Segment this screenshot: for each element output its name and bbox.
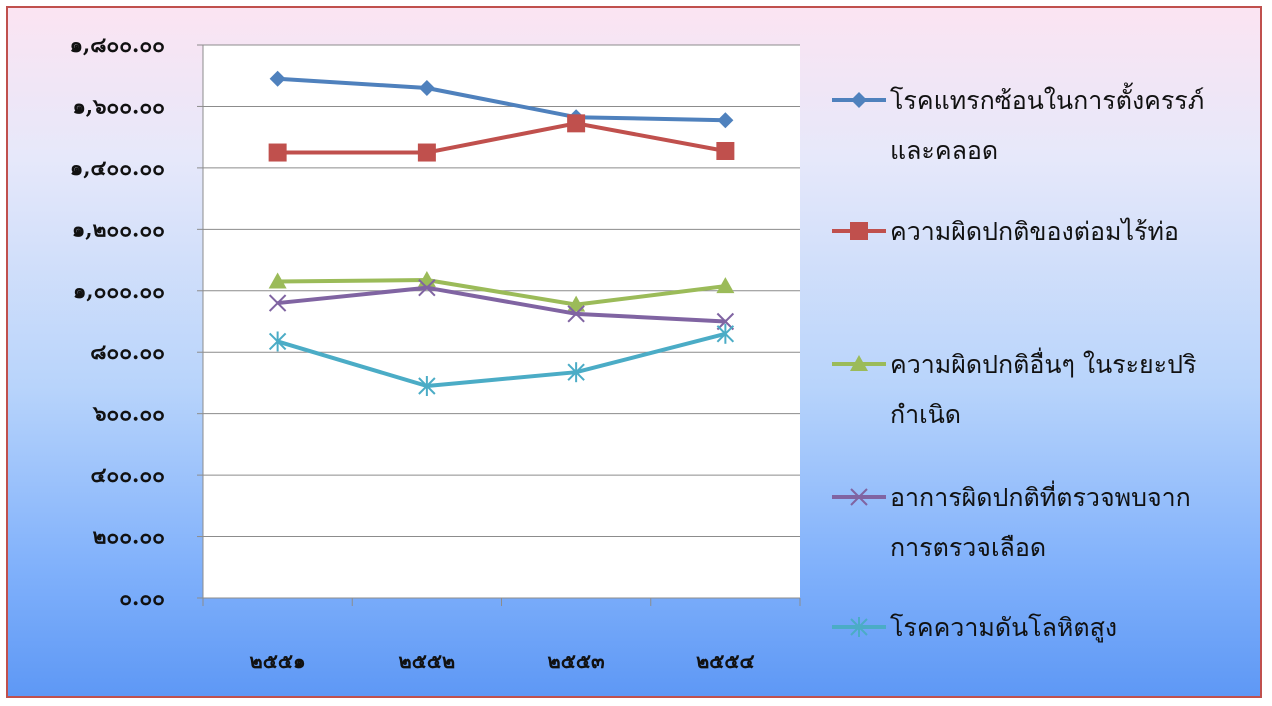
y-tick-label: ๐.๐๐ xyxy=(119,585,165,610)
legend-label: ความผิดปกติอื่นๆ ในระยะปริ xyxy=(890,347,1196,379)
y-tick-label: ๔๐๐.๐๐ xyxy=(91,462,165,487)
y-tick-label: ๑,๖๐๐.๐๐ xyxy=(72,93,165,118)
triangle-marker xyxy=(268,272,287,289)
series-line-3 xyxy=(277,278,726,307)
x-tick-label: ๒๕๕๓ xyxy=(548,649,605,673)
legend-item-3: ความผิดปกติอื่นๆ ในระยะปริกำเนิด xyxy=(832,347,1196,429)
square-marker xyxy=(417,143,436,162)
legend-item-2: ความผิดปกติของต่อมไร้ท่อ xyxy=(832,217,1179,246)
legend-label: และคลอด xyxy=(890,136,998,165)
series-line-5 xyxy=(277,331,726,389)
square-marker xyxy=(850,222,868,240)
legend-item-5: โรคความดันโลหิตสูง xyxy=(832,613,1117,643)
diamond-marker xyxy=(418,80,435,97)
square-marker xyxy=(567,114,586,133)
x-tick-label: ๒๕๕๔ xyxy=(696,649,755,673)
star-marker xyxy=(268,331,287,352)
x-tick-label: ๒๕๕๒ xyxy=(399,649,456,673)
legend-label: อาการผิดปกติที่ตรวจพบจาก xyxy=(890,480,1191,512)
y-tick-label: ๖๐๐.๐๐ xyxy=(92,401,165,426)
y-tick-label: ๑,๘๐๐.๐๐ xyxy=(70,32,165,57)
y-tick-label: ๒๐๐.๐๐ xyxy=(93,524,165,549)
legend-label: โรคแทรกซ้อนในการตั้งครรภ์ xyxy=(890,82,1204,115)
star-marker xyxy=(850,617,868,637)
y-tick-label: ๑,๔๐๐.๐๐ xyxy=(70,155,165,180)
y-tick-label: ๑,๒๐๐.๐๐ xyxy=(72,216,165,241)
square-marker xyxy=(268,143,287,162)
diamond-marker xyxy=(717,112,734,129)
series-line-4 xyxy=(277,285,726,324)
triangle-marker xyxy=(850,355,868,371)
legend-label: กำเนิด xyxy=(890,400,961,429)
star-marker xyxy=(567,362,585,383)
diamond-marker xyxy=(269,70,286,87)
y-tick-label: ๘๐๐.๐๐ xyxy=(90,339,165,364)
x-marker xyxy=(567,305,585,323)
triangle-marker xyxy=(716,277,735,294)
x-marker xyxy=(850,488,868,506)
legend-label: ความผิดปกติของต่อมไร้ท่อ xyxy=(890,217,1179,246)
triangle-marker xyxy=(567,295,586,312)
x-marker xyxy=(418,278,436,297)
legend-label: โรคความดันโลหิตสูง xyxy=(890,613,1117,643)
x-tick-label: ๒๕๕๑ xyxy=(250,649,306,673)
legend-label: การตรวจเลือด xyxy=(890,533,1046,562)
diamond-marker xyxy=(851,92,867,108)
series-line-1 xyxy=(277,76,726,123)
series-line-2 xyxy=(277,121,726,155)
star-marker xyxy=(418,376,436,397)
x-marker xyxy=(716,312,735,331)
star-marker xyxy=(716,323,735,344)
square-marker xyxy=(716,141,735,160)
x-marker xyxy=(268,294,287,312)
y-tick-label: ๑,๐๐๐.๐๐ xyxy=(73,278,165,303)
legend-item-1: โรคแทรกซ้อนในการตั้งครรภ์และคลอด xyxy=(832,82,1204,165)
